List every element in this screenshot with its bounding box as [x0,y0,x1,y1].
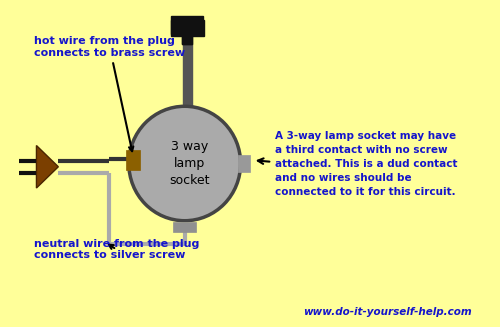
Bar [126,150,140,170]
Text: hot wire from the plug
connects to brass screw: hot wire from the plug connects to brass… [34,36,185,151]
Text: www.do-it-yourself-help.com: www.do-it-yourself-help.com [303,307,472,317]
Ellipse shape [129,106,240,221]
Bar [172,16,203,34]
Bar [182,34,192,44]
Text: neutral wire from the plug
connects to silver screw: neutral wire from the plug connects to s… [34,239,200,260]
Text: 3 way
lamp
socket: 3 way lamp socket [170,140,210,187]
Polygon shape [36,146,59,188]
Polygon shape [170,20,203,44]
Text: A 3-way lamp socket may have
a third contact with no screw
attached. This is a d: A 3-way lamp socket may have a third con… [274,131,457,197]
Bar [238,155,250,172]
Bar [173,222,197,232]
Bar [183,44,192,108]
